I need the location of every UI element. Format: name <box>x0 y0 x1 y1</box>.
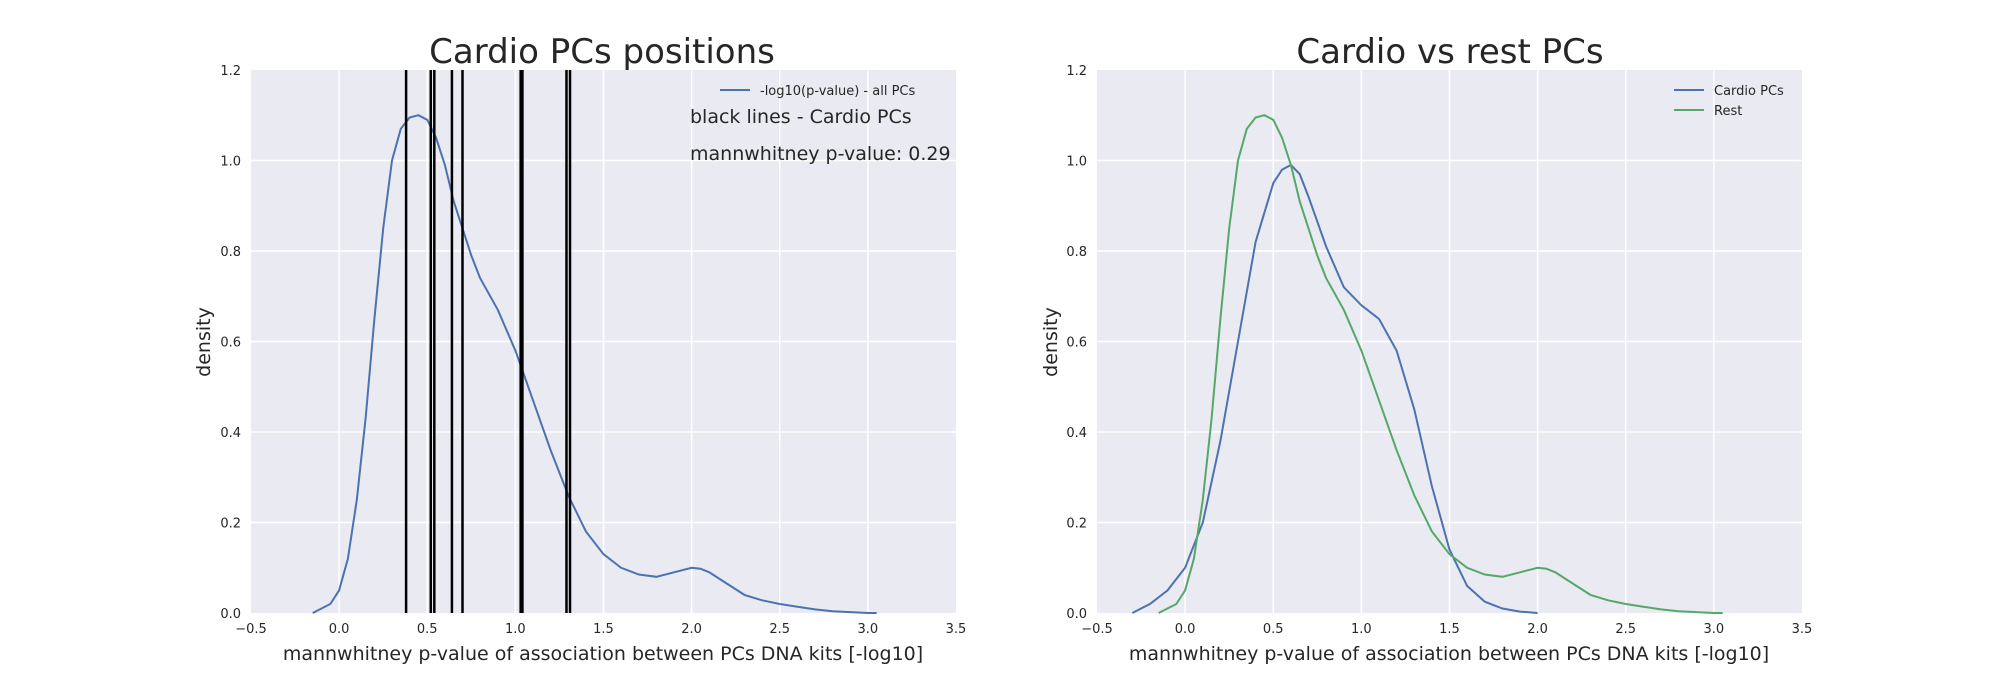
y-tick-label: 0.4 <box>1066 426 1087 441</box>
x-tick-labels: −0.5 0.0 0.5 1.0 1.5 2.0 2.5 3.0 3.5 <box>1081 622 1812 637</box>
chart-cardio-vs-rest: Cardio vs rest PCs −0.5 0.0 0.5 1.0 1.5 2.0 2.… <box>1040 32 1812 665</box>
series-lines <box>1131 114 1723 614</box>
x-tick-label: 1.0 <box>505 622 526 637</box>
y-tick-label: 0.0 <box>220 607 241 622</box>
y-tick-label: 0.4 <box>220 426 241 441</box>
legend-label: Cardio PCs <box>1714 84 1784 99</box>
x-tick-label: 3.5 <box>1792 622 1813 637</box>
x-tick-label: 2.5 <box>769 622 790 637</box>
legend: Cardio PCs Rest <box>1674 84 1784 119</box>
annotation-p-value: mannwhitney p-value: 0.29 <box>690 143 951 165</box>
grid <box>1097 70 1802 613</box>
y-tick-label: 1.0 <box>1066 155 1087 170</box>
y-tick-label: 0.2 <box>220 517 241 532</box>
y-tick-label: 0.2 <box>1066 517 1087 532</box>
y-tick-label: 1.2 <box>1066 64 1087 79</box>
x-axis-label: mannwhitney p-value of association betwe… <box>1129 643 1769 665</box>
x-tick-label: 1.5 <box>593 622 614 637</box>
y-axis-label: density <box>1040 307 1062 377</box>
legend-label: -log10(p-value) - all PCs <box>760 84 915 99</box>
y-tick-label: 0.6 <box>220 336 241 351</box>
y-tick-label: 1.2 <box>220 64 241 79</box>
grid <box>251 70 956 613</box>
x-tick-label: 3.5 <box>946 622 967 637</box>
series-line <box>1131 163 1538 614</box>
legend: -log10(p-value) - all PCs <box>720 84 915 99</box>
y-axis-label: density <box>193 307 215 377</box>
x-tick-label: 3.0 <box>1704 622 1725 637</box>
y-tick-label: 0.8 <box>1066 245 1087 260</box>
legend-label: Rest <box>1714 104 1742 119</box>
series-lines <box>312 114 877 614</box>
y-tick-label: 0.8 <box>220 245 241 260</box>
y-tick-labels: 0.0 0.2 0.4 0.6 0.8 1.0 1.2 <box>220 64 241 622</box>
y-tick-labels: 0.0 0.2 0.4 0.6 0.8 1.0 1.2 <box>1066 64 1087 622</box>
x-tick-label: 0.5 <box>417 622 438 637</box>
x-tick-label: 2.0 <box>681 622 702 637</box>
y-tick-label: 0.6 <box>1066 336 1087 351</box>
x-tick-label: −0.5 <box>1081 622 1113 637</box>
x-tick-label: 1.5 <box>1439 622 1460 637</box>
x-tick-label: 0.0 <box>1175 622 1196 637</box>
x-tick-label: 0.5 <box>1263 622 1284 637</box>
x-tick-label: 0.0 <box>329 622 350 637</box>
x-tick-label: 1.0 <box>1351 622 1372 637</box>
x-tick-label: 2.5 <box>1615 622 1636 637</box>
series-line <box>312 114 877 614</box>
x-tick-label: 3.0 <box>858 622 879 637</box>
x-axis-label: mannwhitney p-value of association betwe… <box>283 643 923 665</box>
annotation-black-lines: black lines - Cardio PCs <box>690 106 912 128</box>
x-tick-label: 2.0 <box>1527 622 1548 637</box>
cardio-pc-markers <box>404 70 572 613</box>
chart-title: Cardio vs rest PCs <box>1296 32 1603 72</box>
y-tick-label: 0.0 <box>1066 607 1087 622</box>
chart-title: Cardio PCs positions <box>429 32 775 72</box>
chart-cardio-pcs-positions: Cardio PCs positions −0.5 0.0 0.5 1.0 1.5 2.0… <box>193 32 966 665</box>
x-tick-labels: −0.5 0.0 0.5 1.0 1.5 2.0 2.5 3.0 3.5 <box>235 622 966 637</box>
series-line <box>1158 114 1723 614</box>
y-tick-label: 1.0 <box>220 155 241 170</box>
x-tick-label: −0.5 <box>235 622 267 637</box>
